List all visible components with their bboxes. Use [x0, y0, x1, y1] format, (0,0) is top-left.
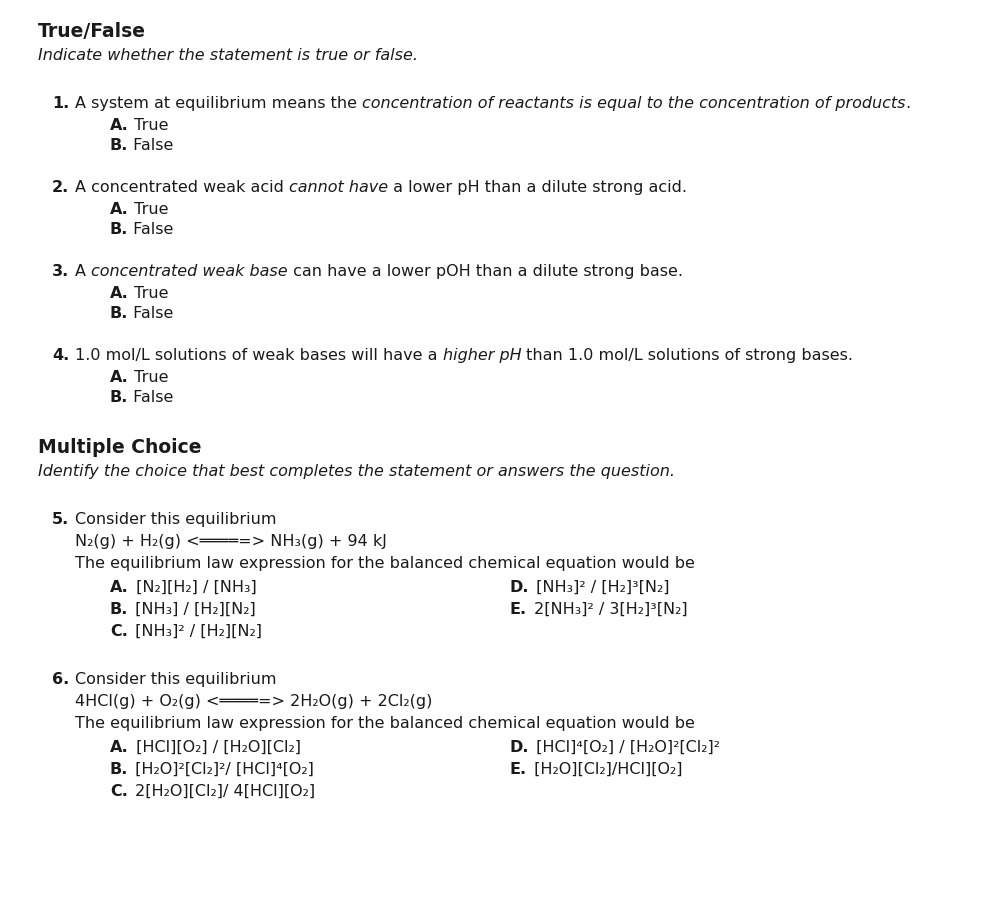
Text: E.: E. [510, 762, 527, 777]
Text: A.: A. [110, 286, 129, 301]
Text: True: True [129, 118, 169, 133]
Text: A.: A. [110, 370, 129, 385]
Text: can have a lower pOH than a dilute strong base.: can have a lower pOH than a dilute stron… [287, 264, 683, 279]
Text: C.: C. [110, 624, 128, 639]
Text: 1.0 mol/L solutions of weak bases will have a: 1.0 mol/L solutions of weak bases will h… [75, 348, 443, 363]
Text: A.: A. [110, 118, 129, 133]
Text: [H₂O]²[Cl₂]²/ [HCl]⁴[O₂]: [H₂O]²[Cl₂]²/ [HCl]⁴[O₂] [131, 762, 314, 777]
Text: A concentrated weak acid: A concentrated weak acid [75, 180, 289, 195]
Text: True: True [129, 370, 169, 385]
Text: C.: C. [110, 784, 128, 799]
Text: concentrated weak base: concentrated weak base [91, 264, 287, 279]
Text: [NH₃] / [H₂][N₂]: [NH₃] / [H₂][N₂] [131, 602, 256, 617]
Text: [H₂O][Cl₂]/HCl][O₂]: [H₂O][Cl₂]/HCl][O₂] [529, 762, 683, 777]
Text: higher pH: higher pH [443, 348, 521, 363]
Text: E.: E. [510, 602, 527, 617]
Text: B.: B. [110, 138, 129, 153]
Text: .: . [905, 96, 911, 111]
Text: False: False [129, 390, 174, 405]
Text: 4.: 4. [52, 348, 69, 363]
Text: A: A [75, 264, 91, 279]
Text: A.: A. [110, 740, 129, 755]
Text: cannot have: cannot have [289, 180, 388, 195]
Text: A.: A. [110, 202, 129, 217]
Text: 3.: 3. [52, 264, 69, 279]
Text: B.: B. [110, 222, 129, 237]
Text: The equilibrium law expression for the balanced chemical equation would be: The equilibrium law expression for the b… [75, 716, 695, 731]
Text: False: False [129, 222, 174, 237]
Text: D.: D. [510, 740, 530, 755]
Text: 2[H₂O][Cl₂]/ 4[HCl][O₂]: 2[H₂O][Cl₂]/ 4[HCl][O₂] [130, 784, 315, 799]
Text: The equilibrium law expression for the balanced chemical equation would be: The equilibrium law expression for the b… [75, 556, 695, 571]
Text: A system at equilibrium means the: A system at equilibrium means the [75, 96, 362, 111]
Text: True/False: True/False [38, 22, 146, 41]
Text: True: True [129, 202, 169, 217]
Text: B.: B. [110, 762, 129, 777]
Text: B.: B. [110, 306, 129, 321]
Text: 4HCl(g) + O₂(g) <════=> 2H₂O(g) + 2Cl₂(g): 4HCl(g) + O₂(g) <════=> 2H₂O(g) + 2Cl₂(g… [75, 694, 432, 709]
Text: Consider this equilibrium: Consider this equilibrium [75, 512, 276, 527]
Text: 2[NH₃]² / 3[H₂]³[N₂]: 2[NH₃]² / 3[H₂]³[N₂] [529, 602, 688, 617]
Text: Indicate whether the statement is true or false.: Indicate whether the statement is true o… [38, 48, 418, 63]
Text: True: True [129, 286, 169, 301]
Text: N₂(g) + H₂(g) <════=> NH₃(g) + 94 kJ: N₂(g) + H₂(g) <════=> NH₃(g) + 94 kJ [75, 534, 387, 549]
Text: B.: B. [110, 602, 129, 617]
Text: 5.: 5. [52, 512, 69, 527]
Text: concentration of reactants is equal to the concentration of products: concentration of reactants is equal to t… [362, 96, 905, 111]
Text: [NH₃]² / [H₂]³[N₂]: [NH₃]² / [H₂]³[N₂] [532, 580, 670, 595]
Text: 6.: 6. [52, 672, 69, 687]
Text: a lower pH than a dilute strong acid.: a lower pH than a dilute strong acid. [388, 180, 688, 195]
Text: Identify the choice that best completes the statement or answers the question.: Identify the choice that best completes … [38, 464, 675, 479]
Text: False: False [129, 306, 174, 321]
Text: [N₂][H₂] / [NH₃]: [N₂][H₂] / [NH₃] [131, 580, 256, 595]
Text: Multiple Choice: Multiple Choice [38, 438, 202, 457]
Text: than 1.0 mol/L solutions of strong bases.: than 1.0 mol/L solutions of strong bases… [521, 348, 853, 363]
Text: False: False [129, 138, 174, 153]
Text: D.: D. [510, 580, 530, 595]
Text: [HCl]⁴[O₂] / [H₂O]²[Cl₂]²: [HCl]⁴[O₂] / [H₂O]²[Cl₂]² [532, 740, 721, 755]
Text: B.: B. [110, 390, 129, 405]
Text: 2.: 2. [52, 180, 69, 195]
Text: [NH₃]² / [H₂][N₂]: [NH₃]² / [H₂][N₂] [130, 624, 261, 639]
Text: Consider this equilibrium: Consider this equilibrium [75, 672, 276, 687]
Text: [HCl][O₂] / [H₂O][Cl₂]: [HCl][O₂] / [H₂O][Cl₂] [131, 740, 300, 755]
Text: A.: A. [110, 580, 129, 595]
Text: 1.: 1. [52, 96, 69, 111]
